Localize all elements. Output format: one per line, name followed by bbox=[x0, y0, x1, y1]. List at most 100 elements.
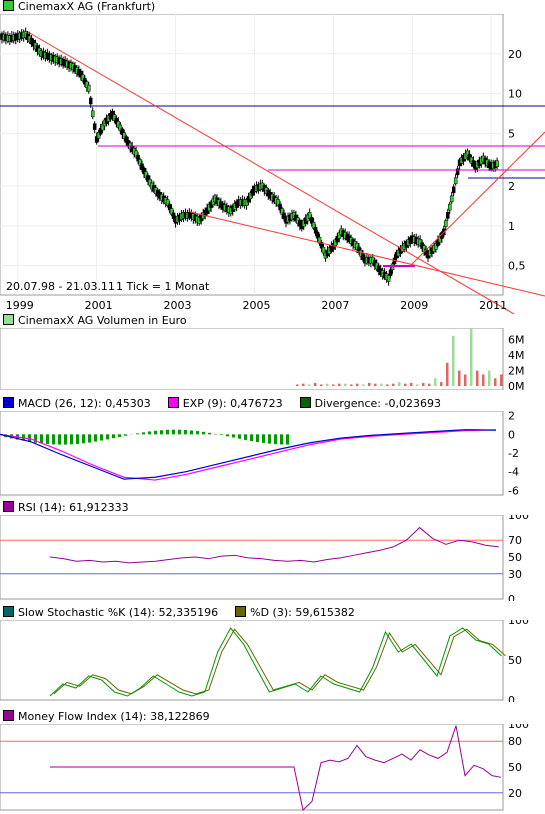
divergence-bar bbox=[112, 434, 115, 439]
rsi-ytick-0: 100 bbox=[508, 515, 529, 522]
divergence-bar bbox=[196, 431, 199, 435]
divergence-bar bbox=[118, 434, 121, 437]
price-candle bbox=[453, 177, 458, 185]
mfi-legend-swatch bbox=[3, 710, 14, 721]
macd-ytick-2: -2 bbox=[508, 447, 519, 460]
divergence-bar bbox=[274, 434, 277, 445]
price-ytick-3: 2 bbox=[508, 180, 515, 193]
divergence-bar bbox=[76, 434, 79, 444]
volume-bar bbox=[434, 378, 437, 386]
volume-bar bbox=[356, 383, 359, 386]
mfi-ytick-0: 100 bbox=[508, 724, 529, 731]
divergence-bar bbox=[28, 434, 31, 442]
mfi-y-axis: 100 80 50 20 bbox=[508, 724, 529, 800]
volume-plot-frame bbox=[0, 328, 504, 390]
price-xtick-3: 2005 bbox=[242, 299, 270, 312]
price-candle bbox=[88, 97, 93, 105]
stoch-d-legend-swatch bbox=[235, 606, 247, 617]
volume-bar bbox=[296, 384, 299, 386]
price-header: CinemaxX AG (Frankfurt) bbox=[0, 0, 545, 14]
price-range-text: 20.07.98 - 21.03.11 bbox=[6, 280, 115, 293]
volume-bar bbox=[326, 383, 329, 386]
divergence-bar bbox=[160, 430, 163, 435]
volume-bar bbox=[404, 383, 407, 386]
price-ytick-0: 20 bbox=[508, 48, 522, 61]
divergence-bar bbox=[100, 434, 103, 441]
price-y-axis: 20 10 5 2 1 0,5 bbox=[508, 48, 526, 273]
volume-bar bbox=[374, 383, 377, 386]
price-tick-text: 1 Tick = 1 Monat bbox=[116, 280, 210, 293]
divergence-bar bbox=[46, 434, 49, 444]
divergence-bar bbox=[58, 434, 61, 445]
divergence-bar bbox=[232, 434, 235, 438]
volume-bar bbox=[344, 383, 347, 386]
volume-bar bbox=[314, 382, 317, 386]
rsi-ytick-4: 0 bbox=[508, 593, 515, 601]
volume-bar bbox=[500, 374, 503, 386]
volume-bar bbox=[428, 383, 431, 386]
macd-chart: 2 0 -2 -4 -6 bbox=[0, 411, 519, 497]
divergence-bar bbox=[52, 434, 55, 445]
price-candle bbox=[444, 220, 448, 227]
mfi-chart: 100 80 50 20 bbox=[0, 724, 529, 811]
volume-bars bbox=[296, 328, 503, 386]
stoch-plot-frame bbox=[0, 620, 504, 701]
price-xtick-4: 2007 bbox=[321, 299, 349, 312]
divergence-bar bbox=[202, 431, 205, 435]
divergence-legend-swatch bbox=[299, 397, 311, 408]
divergence-bar bbox=[238, 434, 241, 439]
divergence-bar bbox=[40, 434, 43, 444]
macd-ytick-0: 2 bbox=[508, 411, 515, 423]
rsi-ytick-3: 30 bbox=[508, 568, 522, 581]
macd-y-axis: 2 0 -2 -4 -6 bbox=[508, 411, 519, 497]
divergence-bar bbox=[64, 434, 67, 445]
mfi-label: Money Flow Index (14): 38,122869 bbox=[18, 710, 210, 723]
divergence-bar bbox=[172, 429, 175, 435]
divergence-bar bbox=[268, 434, 271, 444]
stoch-k-legend-swatch bbox=[3, 606, 14, 617]
stoch-header: Slow Stochastic %K (14): 52,335196 %D (3)… bbox=[0, 606, 545, 620]
volume-bar bbox=[392, 383, 395, 386]
volume-bar bbox=[488, 370, 491, 386]
volume-bar bbox=[464, 374, 467, 386]
volume-title: CinemaxX AG Volumen in Euro bbox=[18, 314, 187, 327]
volume-bar bbox=[476, 370, 479, 386]
stoch-k-label: Slow Stochastic %K (14): 52,335196 bbox=[18, 606, 219, 619]
exp-label: EXP (9): 0,476723 bbox=[182, 397, 283, 410]
divergence-bar bbox=[70, 434, 73, 445]
volume-bar bbox=[320, 384, 323, 386]
volume-bar bbox=[332, 384, 335, 386]
mfi-line bbox=[0, 725, 503, 811]
divergence-bar bbox=[286, 434, 289, 445]
price-candle bbox=[451, 186, 456, 194]
price-candle bbox=[87, 84, 91, 92]
volume-bar bbox=[440, 382, 443, 386]
stoch-chart: 100 50 0 bbox=[0, 620, 529, 702]
divergence-bar bbox=[34, 434, 37, 443]
volume-bar bbox=[452, 335, 455, 386]
divergence-bar bbox=[124, 434, 127, 436]
price-xtick-1: 2001 bbox=[85, 299, 113, 312]
price-legend-swatch bbox=[3, 0, 14, 11]
divergence-bar bbox=[148, 431, 151, 435]
price-candle bbox=[313, 226, 318, 234]
price-ytick-5: 0,5 bbox=[508, 260, 526, 273]
price-xtick-2: 2003 bbox=[164, 299, 192, 312]
volume-ytick-0: 6M bbox=[508, 334, 525, 347]
macd-header: MACD (26, 12): 0,45303 EXP (9): 0,476723 D… bbox=[0, 397, 545, 411]
price-ytick-1: 10 bbox=[508, 88, 522, 101]
volume-y-axis: 6M 4M 2M 0M bbox=[508, 334, 525, 390]
rsi-ytick-2: 50 bbox=[508, 551, 522, 564]
exp-legend-swatch bbox=[167, 397, 179, 408]
macd-plot-frame bbox=[0, 411, 504, 496]
macd-legend-swatch bbox=[3, 397, 14, 408]
stoch-k-line bbox=[49, 627, 502, 697]
volume-header: CinemaxX AG Volumen in Euro bbox=[0, 314, 545, 328]
mfi-ytick-2: 50 bbox=[508, 761, 522, 774]
price-xtick-0: 1999 bbox=[6, 299, 34, 312]
divergence-bar bbox=[184, 429, 187, 435]
stoch-ytick-0: 100 bbox=[508, 620, 529, 627]
divergence-bar bbox=[190, 430, 193, 435]
price-candle bbox=[449, 195, 454, 203]
macd-line bbox=[0, 429, 497, 480]
